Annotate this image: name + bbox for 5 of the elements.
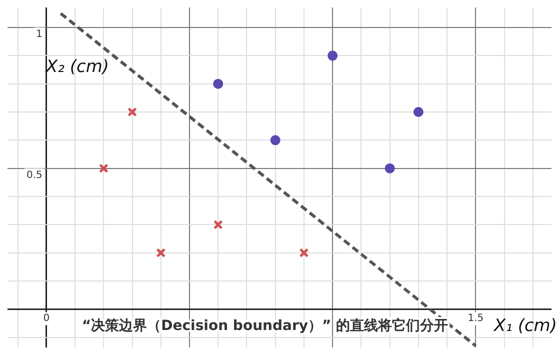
x-tick-label: 0 <box>43 312 50 324</box>
x-tick-label: 1.5 <box>468 312 484 324</box>
y-tick-label: 1 <box>36 29 42 40</box>
y-tick-label: 0.5 <box>26 170 42 181</box>
x-axis-title: X₁ (cm) <box>492 316 557 336</box>
